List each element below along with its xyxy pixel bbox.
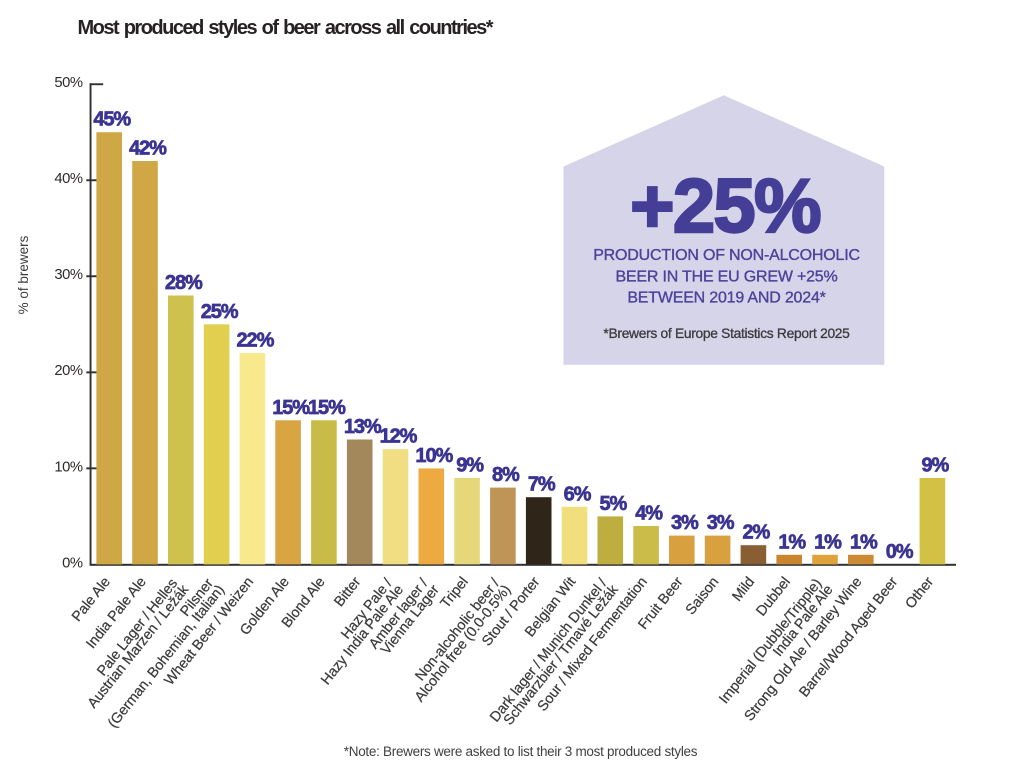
svg-text:0%: 0% xyxy=(62,555,83,571)
svg-text:1%: 1% xyxy=(850,531,878,553)
svg-text:PRODUCTION OF NON-ALCOHOLIC: PRODUCTION OF NON-ALCOHOLIC xyxy=(593,247,860,264)
svg-text:8%: 8% xyxy=(492,464,520,486)
svg-text:15%: 15% xyxy=(272,397,310,419)
svg-text:20%: 20% xyxy=(54,363,82,379)
svg-text:1%: 1% xyxy=(814,531,842,553)
svg-text:BEER IN THE EU GREW +25%: BEER IN THE EU GREW +25% xyxy=(615,268,837,285)
svg-text:+25%: +25% xyxy=(630,164,820,249)
svg-text:1%: 1% xyxy=(778,531,806,553)
svg-text:% of brewers: % of brewers xyxy=(16,235,31,314)
svg-text:6%: 6% xyxy=(564,483,592,505)
svg-text:45%: 45% xyxy=(93,109,131,131)
svg-text:15%: 15% xyxy=(308,397,346,419)
svg-text:22%: 22% xyxy=(237,330,275,352)
svg-text:Other: Other xyxy=(902,574,937,612)
svg-text:4%: 4% xyxy=(635,503,663,525)
svg-text:13%: 13% xyxy=(344,416,382,438)
svg-text:9%: 9% xyxy=(456,455,484,477)
svg-text:*Brewers of Europe Statistics: *Brewers of Europe Statistics Report 202… xyxy=(603,326,850,341)
svg-text:40%: 40% xyxy=(54,171,82,187)
svg-text:Saison: Saison xyxy=(683,574,723,618)
svg-text:30%: 30% xyxy=(54,267,82,283)
svg-text:Most produced styles of beer a: Most produced styles of beer across all … xyxy=(78,17,494,39)
svg-text:7%: 7% xyxy=(528,474,556,496)
svg-text:9%: 9% xyxy=(922,455,950,477)
svg-text:10%: 10% xyxy=(415,445,453,467)
svg-text:3%: 3% xyxy=(671,512,699,534)
svg-text:3%: 3% xyxy=(707,512,735,534)
svg-text:2%: 2% xyxy=(743,522,771,544)
svg-text:42%: 42% xyxy=(129,138,167,160)
svg-text:28%: 28% xyxy=(165,272,203,294)
svg-text:25%: 25% xyxy=(201,301,239,323)
svg-text:0%: 0% xyxy=(886,541,914,563)
svg-text:Mild: Mild xyxy=(729,574,758,604)
svg-text:10%: 10% xyxy=(54,459,82,475)
svg-text:50%: 50% xyxy=(54,75,82,91)
svg-text:*Note: Brewers were asked to l: *Note: Brewers were asked to list their … xyxy=(344,744,698,759)
svg-text:5%: 5% xyxy=(599,493,627,515)
svg-text:12%: 12% xyxy=(380,426,418,448)
svg-text:BETWEEN 2019 AND 2024*: BETWEEN 2019 AND 2024* xyxy=(627,290,825,307)
